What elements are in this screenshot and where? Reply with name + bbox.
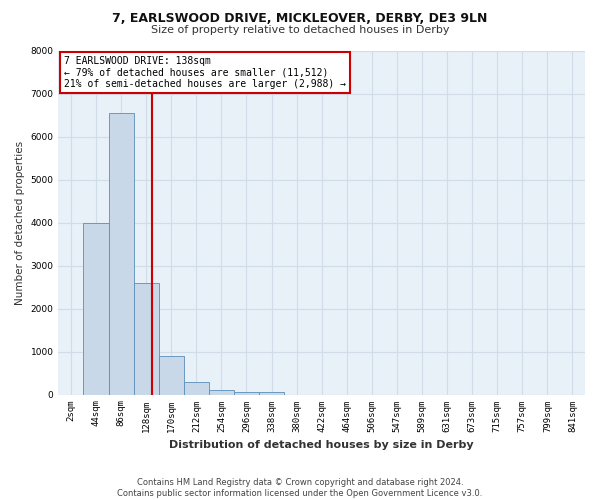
Bar <box>109 114 134 394</box>
Text: Size of property relative to detached houses in Derby: Size of property relative to detached ho… <box>151 25 449 35</box>
Text: 7, EARLSWOOD DRIVE, MICKLEOVER, DERBY, DE3 9LN: 7, EARLSWOOD DRIVE, MICKLEOVER, DERBY, D… <box>112 12 488 26</box>
Text: Contains HM Land Registry data © Crown copyright and database right 2024.
Contai: Contains HM Land Registry data © Crown c… <box>118 478 482 498</box>
Bar <box>83 223 109 394</box>
Bar <box>134 283 159 395</box>
Bar <box>184 382 209 394</box>
Bar <box>209 390 234 394</box>
Text: 7 EARLSWOOD DRIVE: 138sqm
← 79% of detached houses are smaller (11,512)
21% of s: 7 EARLSWOOD DRIVE: 138sqm ← 79% of detac… <box>64 56 346 90</box>
Bar <box>159 356 184 395</box>
X-axis label: Distribution of detached houses by size in Derby: Distribution of detached houses by size … <box>169 440 474 450</box>
Bar <box>234 392 259 394</box>
Y-axis label: Number of detached properties: Number of detached properties <box>15 140 25 305</box>
Bar <box>259 392 284 394</box>
